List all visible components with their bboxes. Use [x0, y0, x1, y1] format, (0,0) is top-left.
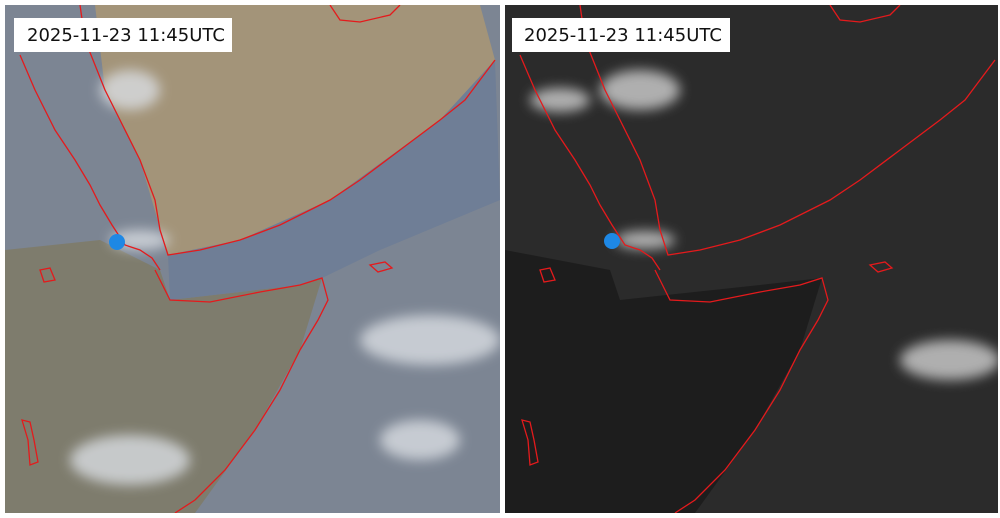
label-box [14, 18, 232, 52]
label-box [512, 18, 730, 52]
location-marker [604, 233, 620, 249]
timestamp: 2025-11-23 11:45UTC [27, 25, 225, 46]
right-panel: 2025-11-23 11:45UTC [505, 5, 998, 513]
left-panel: 2025-11-23 11:45UTC [5, 5, 500, 513]
timestamp: 2025-11-23 11:45UTC [524, 25, 722, 46]
location-marker [109, 234, 125, 250]
